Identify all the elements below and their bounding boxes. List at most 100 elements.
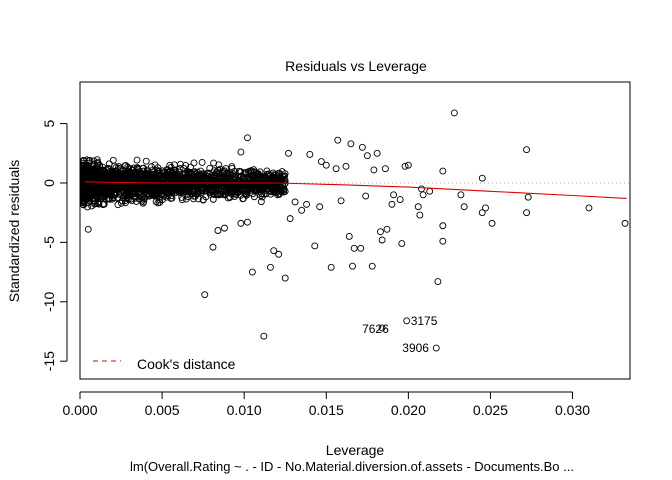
data-point xyxy=(131,189,139,197)
data-point xyxy=(118,181,126,189)
data-point xyxy=(151,191,158,199)
data-point xyxy=(317,158,325,166)
data-point xyxy=(241,181,249,189)
data-point xyxy=(244,134,251,142)
data-point xyxy=(523,209,531,217)
data-point xyxy=(125,165,133,172)
data-point xyxy=(390,191,398,199)
data-point xyxy=(363,152,371,160)
data-point xyxy=(216,191,224,199)
data-point xyxy=(306,151,314,158)
data-point xyxy=(111,191,119,199)
data-point xyxy=(178,196,186,204)
data-point xyxy=(457,191,465,199)
data-point xyxy=(88,202,96,210)
x-axis: 0.000 0.005 0.010 0.015 0.020 0.025 0.030 xyxy=(62,391,590,418)
data-point xyxy=(585,204,593,212)
x-axis-label: Leverage xyxy=(326,442,385,458)
data-point xyxy=(373,149,381,157)
data-point xyxy=(206,190,214,198)
data-point xyxy=(257,186,265,194)
data-point xyxy=(388,200,396,208)
data-point xyxy=(210,159,218,167)
data-point xyxy=(167,180,175,188)
data-point xyxy=(396,196,404,204)
data-point xyxy=(80,193,88,201)
data-point xyxy=(199,196,207,204)
data-point xyxy=(416,211,424,219)
data-point xyxy=(99,167,107,174)
data-point xyxy=(170,173,178,181)
data-point xyxy=(303,200,311,208)
y-axis-label: Standardized residuals xyxy=(6,160,22,302)
data-point xyxy=(136,167,144,175)
data-point xyxy=(275,250,283,258)
legend: Cook's distance xyxy=(93,356,236,372)
data-point xyxy=(368,262,376,270)
data-point xyxy=(91,197,99,205)
data-point xyxy=(337,197,345,205)
data-point xyxy=(240,187,248,195)
x-tick-label: 0.025 xyxy=(473,402,508,418)
data-point xyxy=(418,185,425,193)
data-point xyxy=(419,191,427,199)
data-point xyxy=(93,156,101,164)
data-point xyxy=(248,268,256,276)
data-point xyxy=(176,189,184,197)
data-point xyxy=(152,198,160,206)
data-point xyxy=(213,190,221,198)
data-point xyxy=(350,244,358,252)
data-point xyxy=(179,177,187,185)
data-point xyxy=(253,170,261,178)
data-point xyxy=(265,175,273,183)
y-tick-label: 0 xyxy=(41,179,57,187)
data-point xyxy=(89,184,97,192)
data-point xyxy=(316,203,324,211)
data-point xyxy=(224,194,232,202)
labeled-data-point xyxy=(432,344,440,352)
data-point xyxy=(349,262,356,270)
data-point xyxy=(191,192,199,200)
chart-title: Residuals vs Leverage xyxy=(285,58,427,74)
data-point xyxy=(229,181,237,189)
data-point xyxy=(460,203,468,211)
data-point xyxy=(276,181,283,189)
data-point xyxy=(237,219,245,227)
data-point xyxy=(125,167,133,175)
data-point xyxy=(345,232,353,240)
data-point xyxy=(404,161,412,169)
data-point xyxy=(89,162,97,170)
labeled-data-point xyxy=(403,317,411,325)
data-point xyxy=(166,178,173,186)
x-tick-label: 0.030 xyxy=(555,402,590,418)
data-point xyxy=(434,278,442,286)
data-point xyxy=(205,169,213,177)
data-point xyxy=(439,167,447,175)
data-point xyxy=(311,242,319,250)
data-point xyxy=(209,243,217,251)
data-point xyxy=(126,185,134,193)
data-point xyxy=(85,188,92,196)
data-point xyxy=(236,167,244,175)
data-point xyxy=(167,167,174,175)
data-point xyxy=(111,171,119,178)
data-point xyxy=(234,181,242,189)
data-point xyxy=(198,159,206,166)
data-point xyxy=(158,196,166,204)
data-point xyxy=(201,291,209,299)
data-point xyxy=(285,149,292,157)
data-point xyxy=(220,168,228,176)
data-point xyxy=(159,186,167,194)
point-labels: 3175 7626 3906 xyxy=(362,314,438,355)
data-point xyxy=(357,244,365,252)
data-point xyxy=(221,224,228,232)
data-point xyxy=(334,136,342,144)
data-point xyxy=(266,263,274,271)
data-point xyxy=(277,178,285,186)
y-tick-label: 5 xyxy=(41,119,57,127)
data-point xyxy=(184,193,192,201)
data-point xyxy=(401,162,409,170)
y-tick-label: -15 xyxy=(41,351,57,371)
data-point xyxy=(236,180,244,188)
data-point xyxy=(228,163,236,171)
